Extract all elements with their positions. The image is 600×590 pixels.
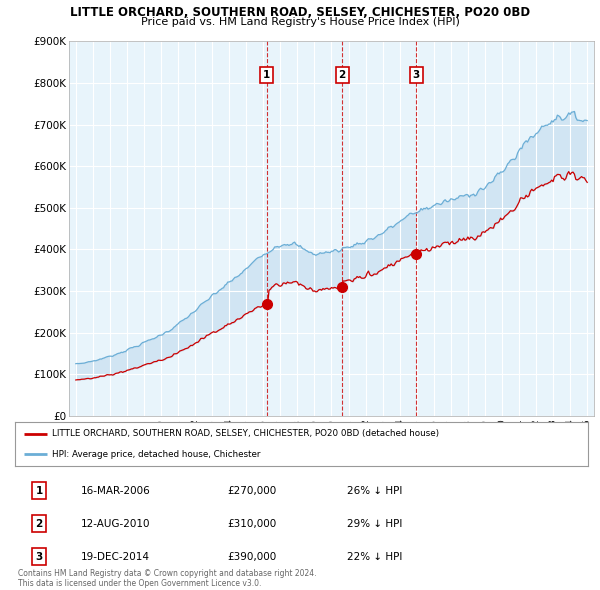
Text: 19-DEC-2014: 19-DEC-2014 [81, 552, 150, 562]
Text: LITTLE ORCHARD, SOUTHERN ROAD, SELSEY, CHICHESTER, PO20 0BD: LITTLE ORCHARD, SOUTHERN ROAD, SELSEY, C… [70, 6, 530, 19]
Text: 16-MAR-2006: 16-MAR-2006 [81, 486, 151, 496]
Text: 26% ↓ HPI: 26% ↓ HPI [347, 486, 403, 496]
Text: 12-AUG-2010: 12-AUG-2010 [81, 519, 151, 529]
Text: 3: 3 [412, 70, 419, 80]
Text: £390,000: £390,000 [227, 552, 276, 562]
Text: 1: 1 [35, 486, 43, 496]
Text: 2: 2 [35, 519, 43, 529]
Text: Contains HM Land Registry data © Crown copyright and database right 2024.
This d: Contains HM Land Registry data © Crown c… [18, 569, 317, 588]
Text: 1: 1 [263, 70, 271, 80]
Text: 22% ↓ HPI: 22% ↓ HPI [347, 552, 403, 562]
Text: LITTLE ORCHARD, SOUTHERN ROAD, SELSEY, CHICHESTER, PO20 0BD (detached house): LITTLE ORCHARD, SOUTHERN ROAD, SELSEY, C… [52, 430, 439, 438]
Text: 29% ↓ HPI: 29% ↓ HPI [347, 519, 403, 529]
Text: £270,000: £270,000 [227, 486, 276, 496]
Text: £310,000: £310,000 [227, 519, 276, 529]
Text: 2: 2 [338, 70, 346, 80]
Text: Price paid vs. HM Land Registry's House Price Index (HPI): Price paid vs. HM Land Registry's House … [140, 17, 460, 27]
Text: 3: 3 [35, 552, 43, 562]
Text: HPI: Average price, detached house, Chichester: HPI: Average price, detached house, Chic… [52, 450, 261, 458]
